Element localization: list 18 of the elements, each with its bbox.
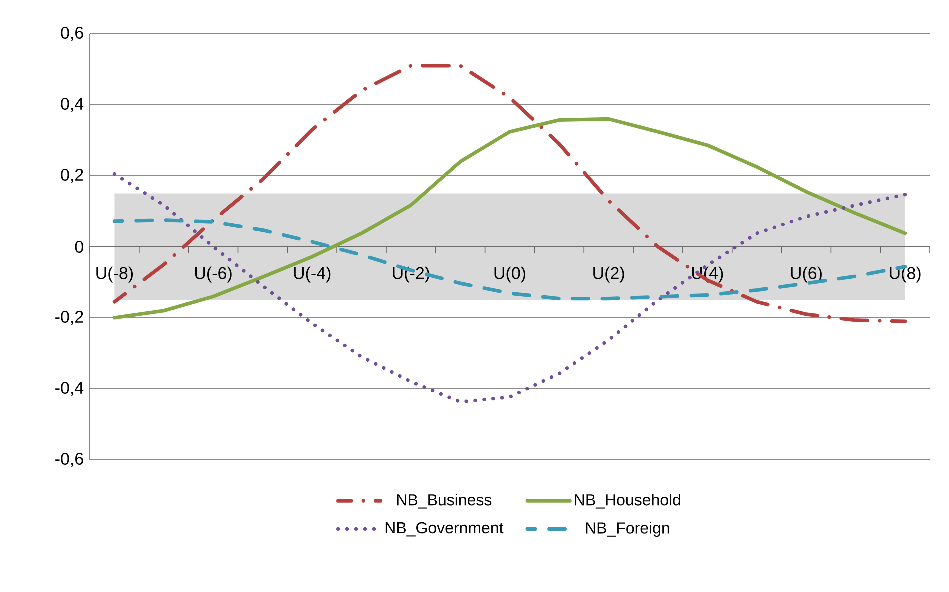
y-tick-label: 0 [75,240,84,254]
y-tick-label: -0,4 [56,382,84,396]
x-tick-label: U(-6) [195,266,232,283]
x-tick-label: U(-4) [294,266,331,283]
legend-label: NB_Government [386,522,504,537]
x-tick-label: U(6) [791,266,822,283]
y-tick-label: 0,2 [61,168,84,184]
x-tick-label: U(2) [594,266,624,283]
x-tick-label: U(-8) [96,266,134,283]
y-tick-label: -0,6 [56,452,84,468]
x-tick-label: U(8) [890,266,921,283]
y-tick-label: 0,6 [61,26,84,42]
x-tick-label: U(0) [494,266,526,283]
y-tick-label: 0,4 [61,98,84,112]
legend-label: NB_Household [575,494,680,509]
y-tick-label: -0,2 [56,310,84,326]
legend-label: NB_Business [397,494,492,509]
legend-label: NB_Foreign [586,522,670,538]
